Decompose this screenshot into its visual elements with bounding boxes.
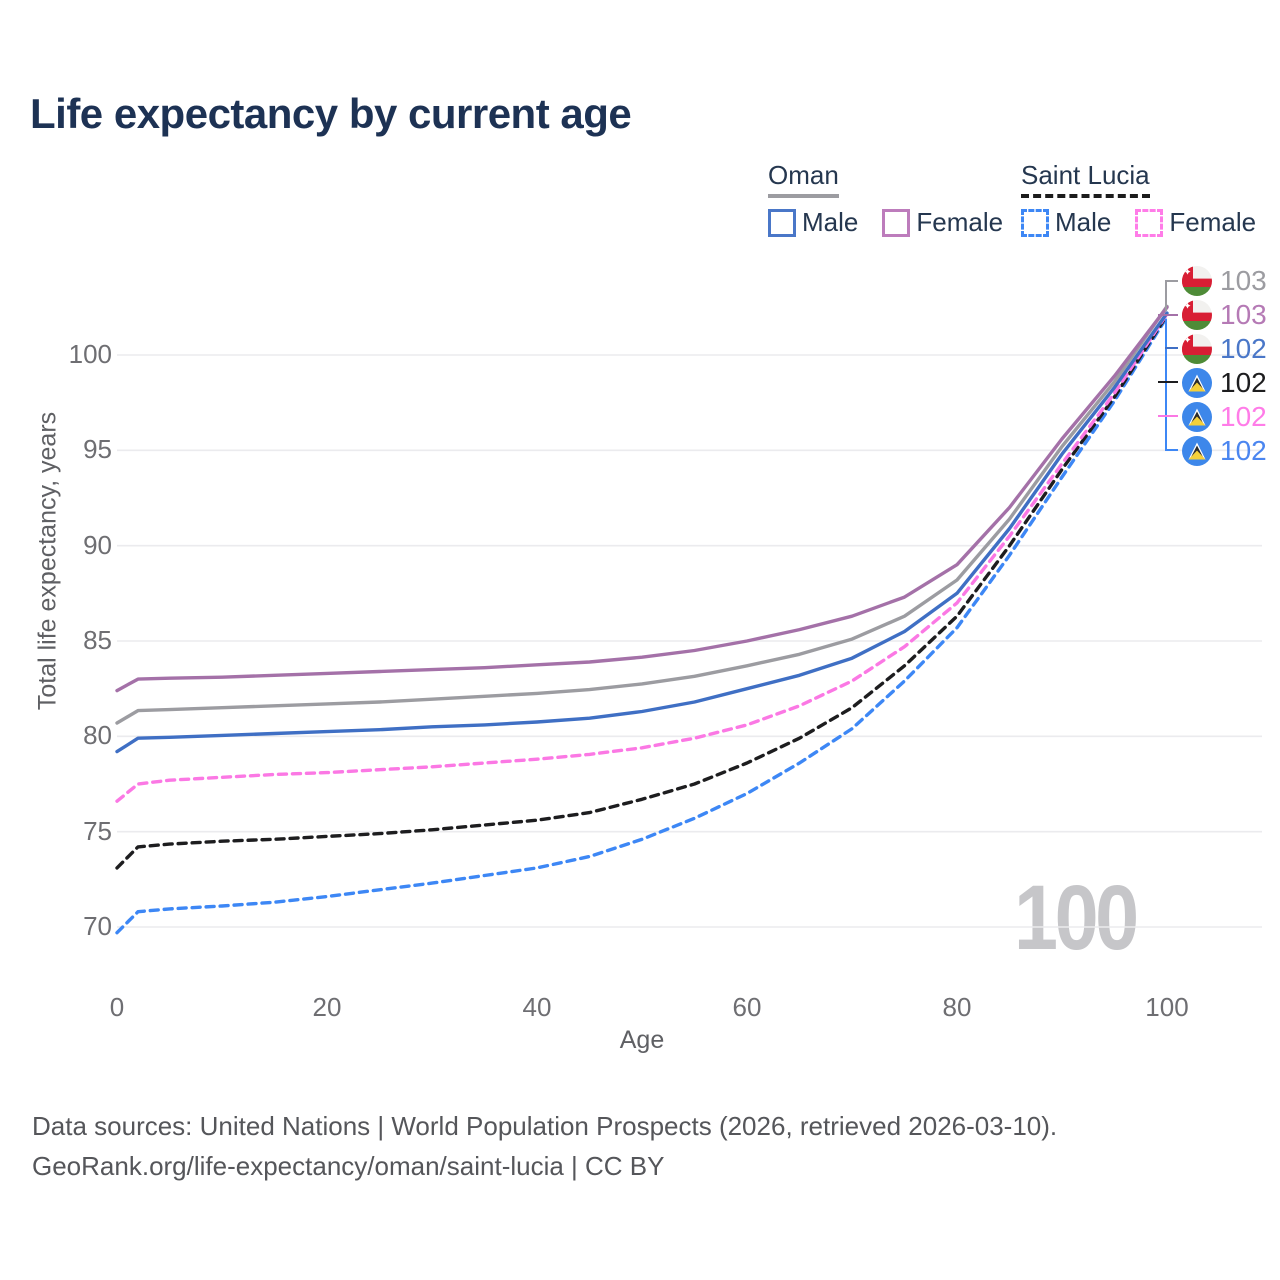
end-label-value: 102 (1220, 333, 1267, 364)
end-label-oman-2[interactable]: 102 (1182, 333, 1267, 365)
data-sources-text: Data sources: United Nations | World Pop… (32, 1111, 1058, 1141)
series-line-oman-both-sexes[interactable] (115, 304, 1169, 725)
x-tick-label: 100 (1145, 992, 1189, 1022)
leader-line-blue (1165, 319, 1167, 451)
x-tick-label: 80 (942, 992, 972, 1022)
attribution-text: GeoRank.org/life-expectancy/oman/saint-l… (32, 1151, 665, 1181)
line-style-swatch-icon (882, 208, 911, 237)
series-line-saint-lucia-both-sexes[interactable] (115, 313, 1169, 870)
y-axis-title: Total life expectancy, years (33, 411, 62, 711)
footer: Data sources: United Nations | World Pop… (32, 1106, 1057, 1186)
end-label-oman-0[interactable]: 103 (1182, 265, 1267, 297)
leader-line-blue (1165, 347, 1178, 349)
y-tick-label: 100 (68, 339, 112, 369)
series-line-saint-lucia-male[interactable] (115, 315, 1169, 935)
legend-item-saint-lucia-male[interactable]: Male (1021, 207, 1111, 238)
end-label-saint-lucia-5[interactable]: 102 (1182, 435, 1267, 467)
end-label-value: 103 (1220, 299, 1267, 330)
x-axis-title: Age (619, 1026, 665, 1054)
line-style-swatch-icon (1135, 208, 1164, 237)
line-style-swatch-icon (1021, 208, 1049, 237)
legend-group-title-oman: Oman (768, 160, 839, 198)
x-tick-label: 0 (109, 992, 125, 1022)
legend-item-label: Female (916, 207, 1004, 237)
end-label-saint-lucia-4[interactable]: 102 (1182, 401, 1267, 433)
legend-group-title-saint-lucia: Saint Lucia (1021, 160, 1150, 198)
legend-item-saint-lucia-female[interactable]: Female (1135, 207, 1256, 238)
end-label-oman-1[interactable]: 103 (1182, 299, 1267, 331)
leader-line-pink (1158, 415, 1178, 417)
series-line-oman-female[interactable] (115, 305, 1169, 693)
end-label-value: 102 (1220, 367, 1267, 398)
y-tick-label: 95 (83, 434, 112, 465)
saint-lucia-flag-icon (1182, 436, 1212, 466)
leader-line-blue (1165, 449, 1178, 451)
end-label-value: 102 (1220, 435, 1267, 466)
oman-flag-icon (1182, 266, 1212, 296)
legend-item-label: Male (802, 207, 859, 237)
leader-line-black (1158, 381, 1178, 383)
page-title: Life expectancy by current age (30, 90, 632, 137)
x-tick-label: 40 (522, 992, 552, 1022)
x-tick-label: 60 (732, 992, 762, 1022)
end-label-value: 103 (1220, 265, 1267, 296)
legend-item-label: Female (1169, 207, 1257, 237)
y-tick-label: 70 (83, 911, 112, 941)
hovered-age-watermark: 100 (1014, 867, 1139, 969)
legend-item-label: Male (1055, 207, 1112, 237)
saint-lucia-flag-icon (1182, 402, 1212, 432)
y-tick-label: 80 (83, 720, 112, 751)
y-tick-label: 75 (83, 815, 112, 846)
line-style-swatch-icon (768, 208, 796, 237)
legend-group-saint-lucia: Saint Lucia Male Female (1021, 160, 1256, 238)
series-line-saint-lucia-female[interactable] (115, 312, 1169, 803)
legend-item-oman-male[interactable]: Male (768, 207, 858, 238)
y-tick-label: 90 (83, 529, 112, 560)
leader-line-purple (1158, 314, 1178, 316)
y-tick-label: 85 (83, 625, 112, 655)
series-line-oman-male[interactable] (115, 311, 1169, 754)
legend-item-oman-female[interactable]: Female (882, 207, 1003, 238)
x-tick-label: 20 (312, 992, 342, 1022)
end-label-saint-lucia-3[interactable]: 102 (1182, 367, 1267, 399)
oman-flag-icon (1182, 334, 1212, 364)
oman-flag-icon (1182, 300, 1212, 330)
leader-line-gray (1165, 280, 1178, 282)
leader-line-gray (1165, 281, 1167, 311)
legend-group-oman: Oman Male Female (768, 160, 1003, 238)
end-label-value: 102 (1220, 401, 1267, 432)
saint-lucia-flag-icon (1182, 368, 1212, 398)
